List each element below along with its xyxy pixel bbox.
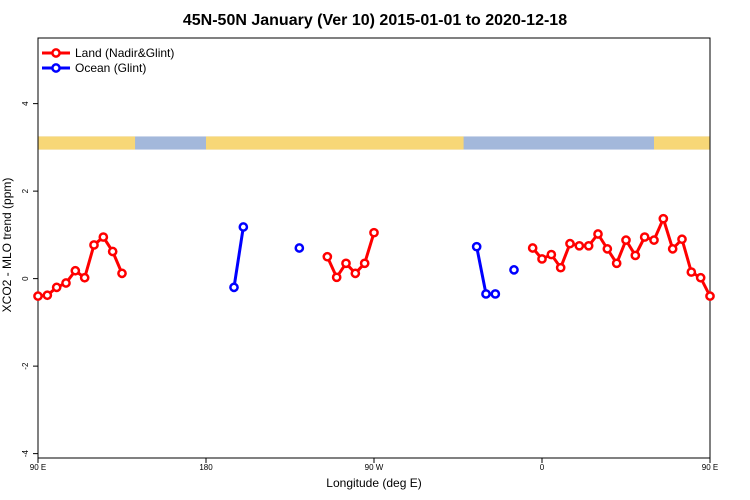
data-point — [546, 249, 557, 260]
data-point — [602, 244, 613, 254]
data-point — [79, 272, 90, 283]
land-band-segment — [206, 136, 464, 150]
series-line — [531, 217, 712, 297]
data-point — [509, 265, 519, 275]
data-point — [658, 213, 669, 224]
data-point — [51, 282, 62, 293]
y-axis-ticks: -4 -2 0 2 4 — [21, 101, 38, 457]
data-point — [695, 272, 706, 283]
x-tick-label: 90 W — [365, 463, 384, 472]
legend-label: Land (Nadir&Glint) — [75, 46, 174, 60]
data-point — [630, 250, 641, 261]
legend: Land (Nadir&Glint)Ocean (Glint) — [42, 46, 174, 75]
y-tick-label: 2 — [21, 188, 30, 193]
series-line — [475, 246, 496, 296]
data-point — [481, 289, 491, 299]
y-tick-label: -4 — [21, 450, 30, 458]
data-point — [229, 282, 239, 293]
data-point — [621, 235, 631, 245]
land-band-segment — [654, 136, 710, 150]
x-axis-label: Longitude (deg E) — [326, 476, 421, 490]
series-land-nadir-glint — [33, 213, 715, 301]
data-point — [42, 290, 53, 301]
data-point — [98, 232, 109, 242]
data-point — [331, 272, 342, 283]
x-tick-label: 0 — [540, 463, 545, 472]
data-point — [238, 222, 249, 232]
y-axis-label: XCO2 - MLO trend (ppm) — [0, 178, 14, 313]
land-ocean-band — [38, 136, 710, 150]
data-point — [667, 244, 678, 254]
data-point — [639, 232, 650, 242]
data-point — [359, 258, 370, 269]
legend-marker — [51, 63, 61, 73]
data-point — [593, 229, 603, 239]
data-point — [677, 234, 687, 245]
data-point — [686, 267, 697, 277]
data-point — [117, 268, 127, 279]
data-point — [350, 268, 361, 279]
land-band-segment — [38, 136, 136, 150]
data-point — [537, 254, 547, 264]
data-point — [555, 262, 566, 273]
data-point — [369, 227, 379, 238]
data-point — [574, 240, 585, 251]
data-point — [341, 258, 351, 269]
series-layer — [33, 213, 715, 301]
data-point — [583, 240, 594, 251]
y-tick-label: 4 — [21, 101, 30, 106]
chart-title: 45N-50N January (Ver 10) 2015-01-01 to 2… — [183, 12, 567, 29]
data-point — [61, 278, 71, 288]
legend-marker — [51, 48, 61, 58]
x-tick-label: 90 E — [702, 463, 718, 472]
y-tick-label: 0 — [21, 276, 30, 281]
x-tick-label: 90 E — [30, 463, 46, 472]
data-point — [107, 246, 118, 257]
x-axis-ticks: 90 E 180 90 W 0 90 E — [30, 458, 718, 472]
data-point — [70, 265, 81, 276]
data-point — [471, 241, 482, 252]
data-point — [322, 251, 333, 262]
series-line — [37, 235, 124, 298]
data-point — [527, 243, 538, 253]
data-point — [705, 291, 715, 301]
series-line — [325, 232, 376, 279]
x-tick-label: 180 — [199, 463, 213, 472]
data-point — [294, 243, 305, 253]
series-line — [232, 226, 245, 288]
data-point — [33, 291, 43, 301]
data-point — [649, 235, 659, 245]
data-point — [565, 238, 575, 249]
series-ocean-glint — [229, 222, 519, 299]
data-point — [611, 258, 622, 269]
data-point — [490, 289, 501, 299]
data-point — [89, 240, 99, 250]
y-tick-label: -2 — [21, 362, 30, 370]
legend-label: Ocean (Glint) — [75, 61, 146, 75]
